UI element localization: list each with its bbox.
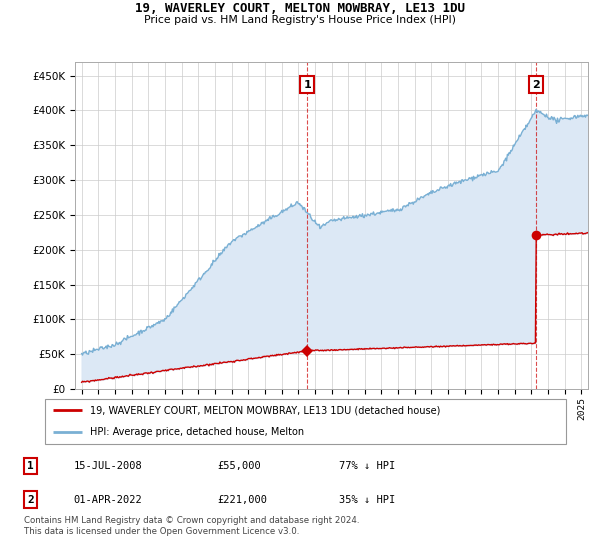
- Text: £55,000: £55,000: [217, 461, 261, 471]
- Text: 77% ↓ HPI: 77% ↓ HPI: [338, 461, 395, 471]
- Text: 15-JUL-2008: 15-JUL-2008: [74, 461, 142, 471]
- Text: £221,000: £221,000: [217, 494, 267, 505]
- Text: 1: 1: [304, 80, 311, 90]
- Text: Price paid vs. HM Land Registry's House Price Index (HPI): Price paid vs. HM Land Registry's House …: [144, 15, 456, 25]
- Text: 2: 2: [27, 494, 34, 505]
- Text: 1: 1: [27, 461, 34, 471]
- Text: 2: 2: [532, 80, 539, 90]
- Text: 01-APR-2022: 01-APR-2022: [74, 494, 142, 505]
- Text: 35% ↓ HPI: 35% ↓ HPI: [338, 494, 395, 505]
- Text: 19, WAVERLEY COURT, MELTON MOWBRAY, LE13 1DU: 19, WAVERLEY COURT, MELTON MOWBRAY, LE13…: [135, 2, 465, 15]
- Text: 19, WAVERLEY COURT, MELTON MOWBRAY, LE13 1DU (detached house): 19, WAVERLEY COURT, MELTON MOWBRAY, LE13…: [89, 405, 440, 416]
- FancyBboxPatch shape: [44, 399, 566, 444]
- Text: HPI: Average price, detached house, Melton: HPI: Average price, detached house, Melt…: [89, 427, 304, 437]
- Text: Contains HM Land Registry data © Crown copyright and database right 2024.
This d: Contains HM Land Registry data © Crown c…: [24, 516, 359, 536]
